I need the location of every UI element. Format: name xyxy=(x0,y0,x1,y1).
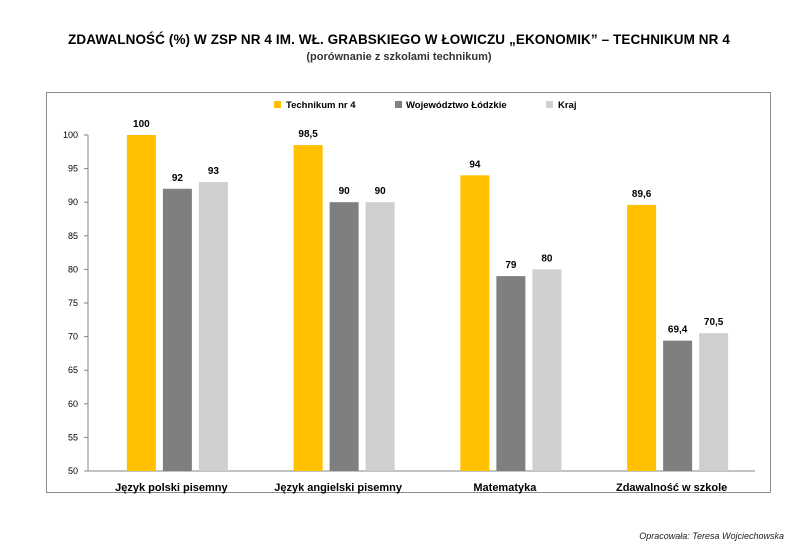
category-label: Język angielski pisemny xyxy=(274,482,403,494)
data-label: 93 xyxy=(208,166,220,177)
legend-swatch xyxy=(546,101,553,108)
y-tick-label: 55 xyxy=(68,432,78,442)
bar xyxy=(496,276,526,471)
legend-swatch xyxy=(395,101,402,108)
bar xyxy=(663,340,693,471)
y-tick-label: 80 xyxy=(68,264,78,274)
data-label: 80 xyxy=(541,253,553,264)
chart-title: ZDAWALNOŚĆ (%) W ZSP NR 4 IM. WŁ. GRABSK… xyxy=(68,32,730,47)
bar xyxy=(532,269,562,471)
y-tick-label: 100 xyxy=(63,130,78,140)
y-tick-label: 50 xyxy=(68,466,78,476)
y-tick-label: 65 xyxy=(68,365,78,375)
category-label: Matematyka xyxy=(473,482,537,494)
y-tick-label: 95 xyxy=(68,164,78,174)
legend-label: Kraj xyxy=(558,100,576,111)
data-label: 98,5 xyxy=(298,129,318,140)
bar xyxy=(329,202,359,471)
y-tick-label: 90 xyxy=(68,197,78,207)
chart-subtitle: (porównanie z szkolami technikum) xyxy=(306,51,492,63)
bar xyxy=(198,182,228,472)
data-label: 69,4 xyxy=(668,325,688,336)
bar xyxy=(293,145,323,471)
data-label: 92 xyxy=(172,173,184,184)
bar xyxy=(699,333,729,471)
data-label: 94 xyxy=(469,159,481,170)
bar xyxy=(460,175,490,471)
y-tick-label: 75 xyxy=(68,298,78,308)
credit-note: Opracowała: Teresa Wojciechowska xyxy=(639,531,784,541)
bar xyxy=(162,188,192,471)
y-tick-label: 85 xyxy=(68,231,78,241)
bar xyxy=(627,204,657,471)
category-label: Język polski pisemny xyxy=(115,482,228,494)
legend-label: Województwo Łódzkie xyxy=(406,100,507,111)
data-label: 79 xyxy=(505,260,517,271)
legend-swatch xyxy=(274,101,281,108)
legend-label: Technikum nr 4 xyxy=(286,100,356,111)
bar xyxy=(126,135,156,471)
chart-frame xyxy=(46,92,771,493)
data-label: 70,5 xyxy=(704,317,724,328)
category-label: Zdawalność w szkole xyxy=(616,482,727,494)
y-tick-label: 70 xyxy=(68,332,78,342)
data-label: 90 xyxy=(339,186,351,197)
y-tick-label: 60 xyxy=(68,399,78,409)
data-label: 90 xyxy=(375,186,387,197)
bar xyxy=(365,202,395,471)
data-label: 100 xyxy=(133,119,150,130)
data-label: 89,6 xyxy=(632,189,652,200)
